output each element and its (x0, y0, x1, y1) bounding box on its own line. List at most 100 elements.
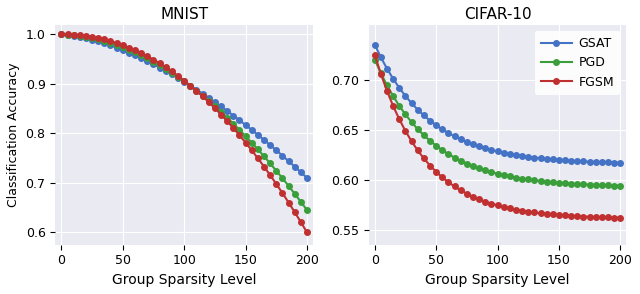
PGD (531, 178, 538, 182)
GSAT (476, 145, 483, 148)
GSAT (432, 123, 440, 127)
GSAT (463, 140, 470, 144)
PGD (414, 127, 422, 131)
PGD (401, 113, 409, 116)
GSAT (549, 158, 557, 161)
GSAT (438, 128, 446, 131)
PGD (518, 177, 526, 180)
PGD (481, 168, 489, 172)
FGSM (469, 195, 477, 198)
FGSM (445, 181, 452, 184)
PGD (377, 71, 385, 75)
GSAT (592, 160, 600, 164)
PGD (469, 164, 477, 168)
FGSM (611, 216, 618, 219)
GSAT (414, 108, 422, 111)
PGD (488, 170, 495, 174)
PGD (543, 180, 550, 183)
GSAT (420, 114, 428, 117)
GSAT (518, 154, 526, 158)
FGSM (586, 215, 593, 218)
PGD (598, 183, 606, 187)
PGD (555, 181, 563, 185)
GSAT (512, 153, 520, 157)
GSAT (396, 86, 403, 90)
FGSM (512, 208, 520, 211)
PGD (432, 144, 440, 148)
FGSM (414, 148, 422, 152)
Line: GSAT: GSAT (372, 42, 623, 166)
GSAT (401, 94, 409, 98)
FGSM (561, 214, 569, 217)
PGD (451, 156, 458, 159)
GSAT (561, 158, 569, 162)
Legend: GSAT, PGD, FGSM: GSAT, PGD, FGSM (534, 31, 620, 95)
Title: CIFAR-10: CIFAR-10 (464, 7, 531, 22)
Line: FGSM: FGSM (372, 52, 623, 221)
PGD (506, 175, 514, 178)
GSAT (488, 148, 495, 152)
PGD (549, 181, 557, 184)
FGSM (451, 185, 458, 188)
PGD (476, 166, 483, 170)
FGSM (420, 157, 428, 160)
PGD (512, 176, 520, 179)
PGD (438, 148, 446, 152)
FGSM (389, 104, 397, 108)
GSAT (573, 159, 581, 163)
GSAT (580, 160, 588, 163)
PGD (445, 152, 452, 156)
FGSM (493, 204, 501, 207)
FGSM (592, 215, 600, 219)
PGD (408, 121, 415, 124)
PGD (426, 139, 434, 143)
FGSM (463, 192, 470, 196)
FGSM (476, 198, 483, 201)
GSAT (604, 161, 612, 164)
FGSM (537, 211, 545, 215)
GSAT (371, 43, 378, 46)
PGD (586, 183, 593, 186)
FGSM (555, 213, 563, 217)
FGSM (598, 216, 606, 219)
FGSM (573, 214, 581, 218)
GSAT (616, 161, 624, 164)
PGD (389, 94, 397, 98)
FGSM (408, 139, 415, 143)
FGSM (518, 209, 526, 213)
GSAT (383, 67, 391, 70)
PGD (592, 183, 600, 187)
GSAT (555, 158, 563, 162)
PGD (493, 172, 501, 176)
GSAT (451, 135, 458, 138)
FGSM (616, 216, 624, 220)
GSAT (611, 161, 618, 164)
PGD (604, 183, 612, 187)
GSAT (586, 160, 593, 163)
FGSM (426, 164, 434, 167)
PGD (371, 58, 378, 61)
GSAT (481, 146, 489, 150)
FGSM (401, 129, 409, 133)
GSAT (493, 150, 501, 153)
PGD (611, 184, 618, 187)
PGD (396, 104, 403, 108)
X-axis label: Group Sparsity Level: Group Sparsity Level (425, 273, 570, 287)
GSAT (524, 155, 532, 158)
FGSM (531, 211, 538, 214)
PGD (561, 181, 569, 185)
PGD (537, 179, 545, 183)
PGD (457, 159, 465, 163)
Title: MNIST: MNIST (160, 7, 208, 22)
GSAT (408, 101, 415, 105)
PGD (500, 173, 508, 177)
FGSM (396, 117, 403, 121)
FGSM (488, 202, 495, 205)
FGSM (568, 214, 575, 218)
FGSM (457, 188, 465, 192)
GSAT (457, 138, 465, 141)
FGSM (549, 213, 557, 216)
GSAT (377, 56, 385, 59)
PGD (383, 83, 391, 87)
GSAT (543, 157, 550, 161)
